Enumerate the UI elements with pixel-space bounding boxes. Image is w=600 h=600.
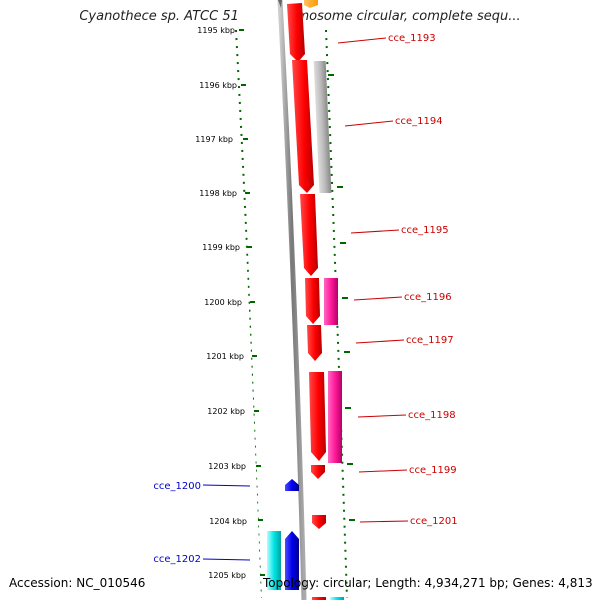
gene-label[interactable]: cce_1193	[388, 33, 436, 44]
gene-label[interactable]: cce_1194	[395, 116, 443, 127]
gene-cce_1194-pseudo[interactable]	[313, 61, 332, 193]
gene-cce_1196[interactable]	[305, 278, 320, 324]
reverse-leader-lines	[202, 484, 251, 561]
accession-text: Accession: NC_010546	[9, 576, 146, 590]
gene-cce_1193[interactable]	[287, 3, 305, 62]
gene-cce_1198-rna[interactable]	[328, 371, 342, 463]
tick-label: 1205 kbp	[208, 571, 246, 580]
gene-cce_1194[interactable]	[292, 60, 314, 193]
gene-bottom-red[interactable]	[312, 597, 326, 600]
gene-label[interactable]: cce_1195	[401, 225, 449, 236]
gene-label[interactable]: cce_1202	[153, 554, 201, 565]
gene-label[interactable]: cce_1200	[153, 481, 201, 492]
gene-cce_1198[interactable]	[309, 372, 326, 461]
gene-label[interactable]: cce_1197	[406, 335, 454, 346]
forward-leader-lines	[337, 37, 409, 523]
chromosome-backbone	[277, 0, 307, 600]
tick-label: 1202 kbp	[207, 407, 245, 416]
gene-cce_1199[interactable]	[311, 465, 325, 479]
genome-summary: Topology: circular; Length: 4,934,271 bp…	[263, 576, 593, 590]
gene-cce_1202[interactable]	[285, 531, 299, 590]
gene-cce_1195[interactable]	[300, 194, 318, 276]
gene-cce_1201[interactable]	[312, 515, 326, 529]
tick-label: 1200 kbp	[204, 298, 242, 307]
gene-cce_1196-rna[interactable]	[324, 278, 338, 325]
tick-label: 1196 kbp	[199, 81, 237, 90]
gene-cce_1200[interactable]	[285, 479, 299, 491]
gene-orange[interactable]	[304, 0, 318, 8]
tick-label: 1197 kbp	[195, 135, 233, 144]
gene-label[interactable]: cce_1196	[404, 292, 452, 303]
gene-label[interactable]: cce_1201	[410, 516, 458, 527]
gene-cyan[interactable]	[267, 531, 281, 590]
gene-label[interactable]: cce_1198	[408, 410, 456, 421]
gene-label[interactable]: cce_1199	[409, 465, 457, 476]
gene-cyan-bottom[interactable]	[330, 597, 344, 600]
tick-label: 1201 kbp	[206, 352, 244, 361]
gene-cce_1197[interactable]	[307, 325, 322, 361]
tick-marks	[239, 29, 355, 576]
tick-label: 1204 kbp	[209, 517, 247, 526]
tick-label: 1203 kbp	[208, 462, 246, 471]
tick-label: 1199 kbp	[202, 243, 240, 252]
tick-label: 1195 kbp	[197, 26, 235, 35]
tick-label: 1198 kbp	[199, 189, 237, 198]
